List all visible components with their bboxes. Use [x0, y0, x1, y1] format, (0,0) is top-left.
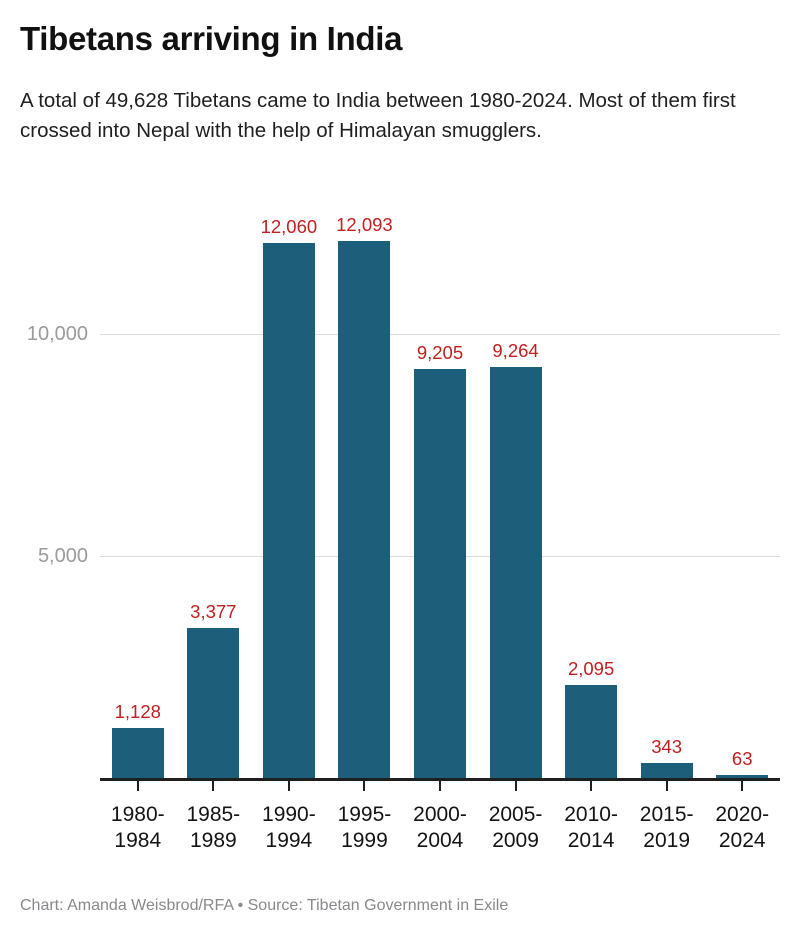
x-tick-label-line: 1990-	[262, 803, 316, 826]
axis-tick	[287, 781, 290, 791]
x-tick-label: 1985- 1989	[158, 802, 268, 854]
x-tick-label: 2005- 2009	[461, 802, 571, 854]
bar-value-label: 3,377	[190, 601, 237, 623]
x-tick-label: 2015- 2019	[612, 802, 722, 854]
bar	[716, 775, 769, 778]
chart-credit: Chart: Amanda Weisbrod/RFA • Source: Tib…	[20, 897, 509, 914]
x-tick-label-line: 2019	[643, 829, 691, 852]
x-tick-label: 2020- 2024	[687, 802, 797, 854]
axis-tick	[212, 781, 215, 791]
x-tick-label: 1995- 1999	[309, 802, 419, 854]
axis-tick	[665, 781, 668, 791]
x-tick-label-line: 1980-	[110, 803, 165, 826]
axis-tick	[439, 781, 441, 791]
y-tick-label: 10,000	[26, 323, 88, 345]
chart-title: Tibetans arriving in India	[20, 20, 403, 57]
x-tick-label-line: 2005-	[488, 803, 543, 826]
x-tick-label-line: 1994	[265, 829, 313, 852]
x-tick-label-line: 2014	[567, 829, 615, 852]
x-tick-label-line: 2000-	[413, 803, 467, 826]
axis-tick	[741, 781, 744, 791]
x-tick-label: 2000- 2004	[385, 802, 495, 854]
x-tick-label-line: 1995-	[337, 803, 392, 826]
axis-tick	[590, 781, 593, 791]
bar-value-label: 9,264	[492, 339, 539, 361]
x-tick-label-line: 1989	[189, 829, 237, 852]
bar-value-label: 1,128	[114, 700, 161, 722]
x-tick-label: 1990- 1994	[234, 802, 344, 854]
bar-value-label: 9,205	[416, 342, 464, 364]
bar	[338, 241, 391, 778]
chart-subtitle: A total of 49,628 Tibetans came to India…	[20, 89, 736, 142]
bar	[111, 727, 164, 778]
bar	[414, 369, 466, 778]
bar	[187, 628, 240, 778]
axis-tick	[514, 781, 517, 791]
bar	[640, 762, 693, 778]
bar-value-label: 12,093	[336, 214, 393, 236]
y-tick-label: 5,000	[37, 545, 88, 567]
bar	[565, 684, 618, 778]
x-tick-label: 2010- 2014	[536, 802, 646, 854]
bar	[262, 242, 315, 778]
x-tick-label-line: 2009	[492, 829, 539, 852]
x-tick-label-line: 2004	[416, 829, 464, 852]
axis-tick	[136, 781, 139, 791]
bar-value-label: 343	[651, 735, 683, 757]
bar-value-label: 2,095	[567, 657, 615, 679]
bar-chart-plot-area: 5,000 10,000 1,128 1980- 1984 3,377 1985- 1989 1…	[27, 205, 780, 852]
x-tick-label-line: 1985-	[186, 803, 241, 826]
x-axis-baseline	[100, 778, 780, 781]
x-tick-label-line: 2020-	[715, 803, 770, 826]
x-tick-label-line: 2024	[718, 829, 766, 852]
x-tick-label-line: 2015-	[639, 803, 694, 826]
axis-tick	[363, 781, 366, 791]
bar-value-label: 12,060	[260, 215, 318, 237]
x-tick-label-line: 1999	[341, 829, 388, 852]
bar	[489, 366, 542, 778]
x-tick-label-line: 1984	[114, 829, 162, 852]
x-tick-label: 1980- 1984	[83, 802, 193, 854]
gridline	[100, 334, 780, 335]
x-tick-label-line: 2010-	[564, 803, 618, 826]
bar-value-label: 63	[731, 748, 753, 770]
